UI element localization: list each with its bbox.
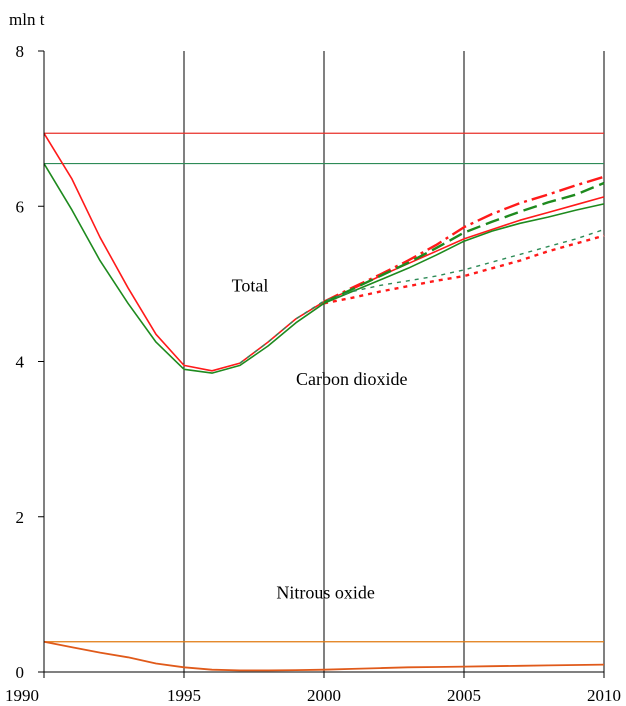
series-line-1: [323, 175, 605, 303]
y-tick-label: 2: [16, 508, 25, 527]
series-lines: [43, 132, 605, 672]
annotation-label: Nitrous oxide: [276, 582, 375, 602]
x-tick-label: 2010: [587, 686, 621, 705]
y-tick-label: 6: [16, 197, 25, 216]
y-tick-label: 8: [16, 42, 25, 61]
annotation-label: Carbon dioxide: [296, 369, 407, 389]
x-tick-label: 2000: [307, 686, 341, 705]
x-tick-label: 1990: [5, 686, 39, 705]
chart-text: 0 2 4 6 8 1990 1995 2000 2005 2010 mln t Total Carbo…: [5, 10, 621, 705]
y-tick-label: 0: [16, 663, 25, 682]
x-tick-label: 2005: [447, 686, 481, 705]
reference-lines: [44, 132, 604, 643]
series-line-4: [323, 181, 605, 304]
x-tick-label: 1995: [167, 686, 201, 705]
annotation-label: Total: [232, 276, 269, 296]
series-line-5: [239, 228, 605, 364]
axes: [38, 50, 605, 678]
series-line-3: [43, 163, 605, 374]
y-tick-label: 4: [16, 353, 25, 372]
y-axis-label: mln t: [9, 10, 45, 29]
series-line-2: [323, 234, 605, 305]
series-line-6: [43, 640, 605, 672]
grid-lines: [183, 51, 605, 672]
